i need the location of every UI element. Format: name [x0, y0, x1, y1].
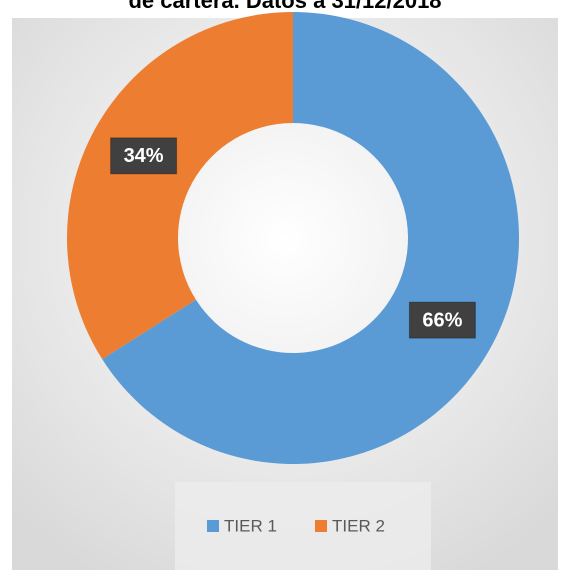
chart-title: de cartera. Datos a 31/12/2018 — [128, 0, 441, 13]
legend-swatch — [207, 520, 219, 532]
donut-slice — [67, 12, 293, 360]
legend-label: TIER 2 — [332, 516, 385, 535]
data-label-box — [408, 301, 476, 339]
data-label: 34% — [124, 145, 164, 167]
data-label-box — [110, 137, 178, 175]
legend-swatch — [315, 520, 327, 532]
data-label: 66% — [422, 309, 462, 331]
donut-slice — [102, 12, 519, 464]
legend-label: TIER 1 — [224, 516, 277, 535]
